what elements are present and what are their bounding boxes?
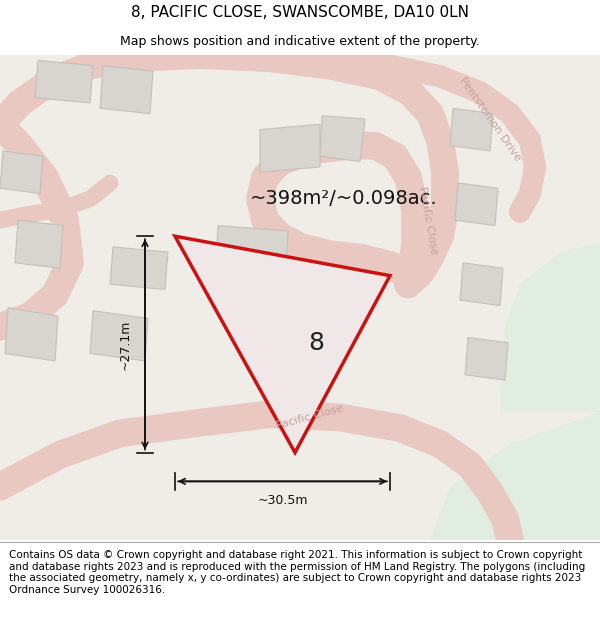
Text: Pacific Close: Pacific Close <box>417 185 439 255</box>
Polygon shape <box>500 241 600 412</box>
Text: ~27.1m: ~27.1m <box>119 319 131 369</box>
Text: Contains OS data © Crown copyright and database right 2021. This information is : Contains OS data © Crown copyright and d… <box>9 550 585 595</box>
Text: ~30.5m: ~30.5m <box>257 494 308 507</box>
Polygon shape <box>260 124 320 172</box>
Polygon shape <box>0 151 43 194</box>
Polygon shape <box>455 183 498 226</box>
Polygon shape <box>450 108 493 151</box>
Polygon shape <box>460 263 503 306</box>
Text: 8, PACIFIC CLOSE, SWANSCOMBE, DA10 0LN: 8, PACIFIC CLOSE, SWANSCOMBE, DA10 0LN <box>131 4 469 19</box>
Text: ~398m²/~0.098ac.: ~398m²/~0.098ac. <box>250 189 437 208</box>
Polygon shape <box>35 61 93 103</box>
Polygon shape <box>110 247 168 289</box>
Polygon shape <box>430 412 600 540</box>
Text: Pacific Close: Pacific Close <box>275 404 345 431</box>
Polygon shape <box>175 236 390 452</box>
Polygon shape <box>5 308 58 361</box>
Polygon shape <box>15 220 63 268</box>
Polygon shape <box>320 116 365 162</box>
Polygon shape <box>465 338 508 380</box>
Text: 8: 8 <box>308 331 325 355</box>
Polygon shape <box>90 311 148 361</box>
Text: Pentstemon Drive: Pentstemon Drive <box>457 75 523 162</box>
Polygon shape <box>215 226 288 284</box>
Text: Map shows position and indicative extent of the property.: Map shows position and indicative extent… <box>120 35 480 48</box>
Polygon shape <box>100 66 153 114</box>
